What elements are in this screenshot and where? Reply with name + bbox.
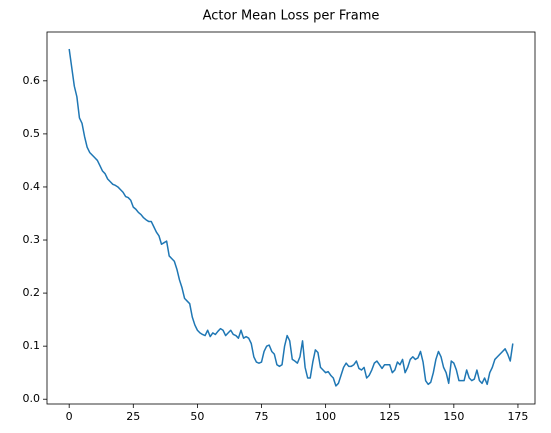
y-tick-label: 0.0 bbox=[23, 392, 41, 405]
y-tick-label: 0.1 bbox=[23, 339, 41, 352]
data-line bbox=[68, 48, 514, 387]
x-tick-label: 100 bbox=[315, 410, 336, 423]
y-tick-label: 0.6 bbox=[23, 74, 41, 87]
y-tick-label: 0.2 bbox=[23, 286, 41, 299]
y-tick-label: 0.5 bbox=[23, 127, 41, 140]
axes-frame bbox=[46, 31, 536, 405]
x-tick-label: 125 bbox=[379, 410, 400, 423]
chart-title: Actor Mean Loss per Frame bbox=[203, 9, 380, 24]
y-tick-label: 0.4 bbox=[23, 180, 41, 193]
x-tick-label: 75 bbox=[255, 410, 269, 423]
y-tick-label: 0.3 bbox=[23, 233, 41, 246]
x-tick-label: 150 bbox=[443, 410, 464, 423]
x-tick-label: 50 bbox=[190, 410, 204, 423]
x-tick-label: 25 bbox=[126, 410, 140, 423]
x-tick-label: 0 bbox=[66, 410, 73, 423]
x-tick-label: 175 bbox=[507, 410, 528, 423]
